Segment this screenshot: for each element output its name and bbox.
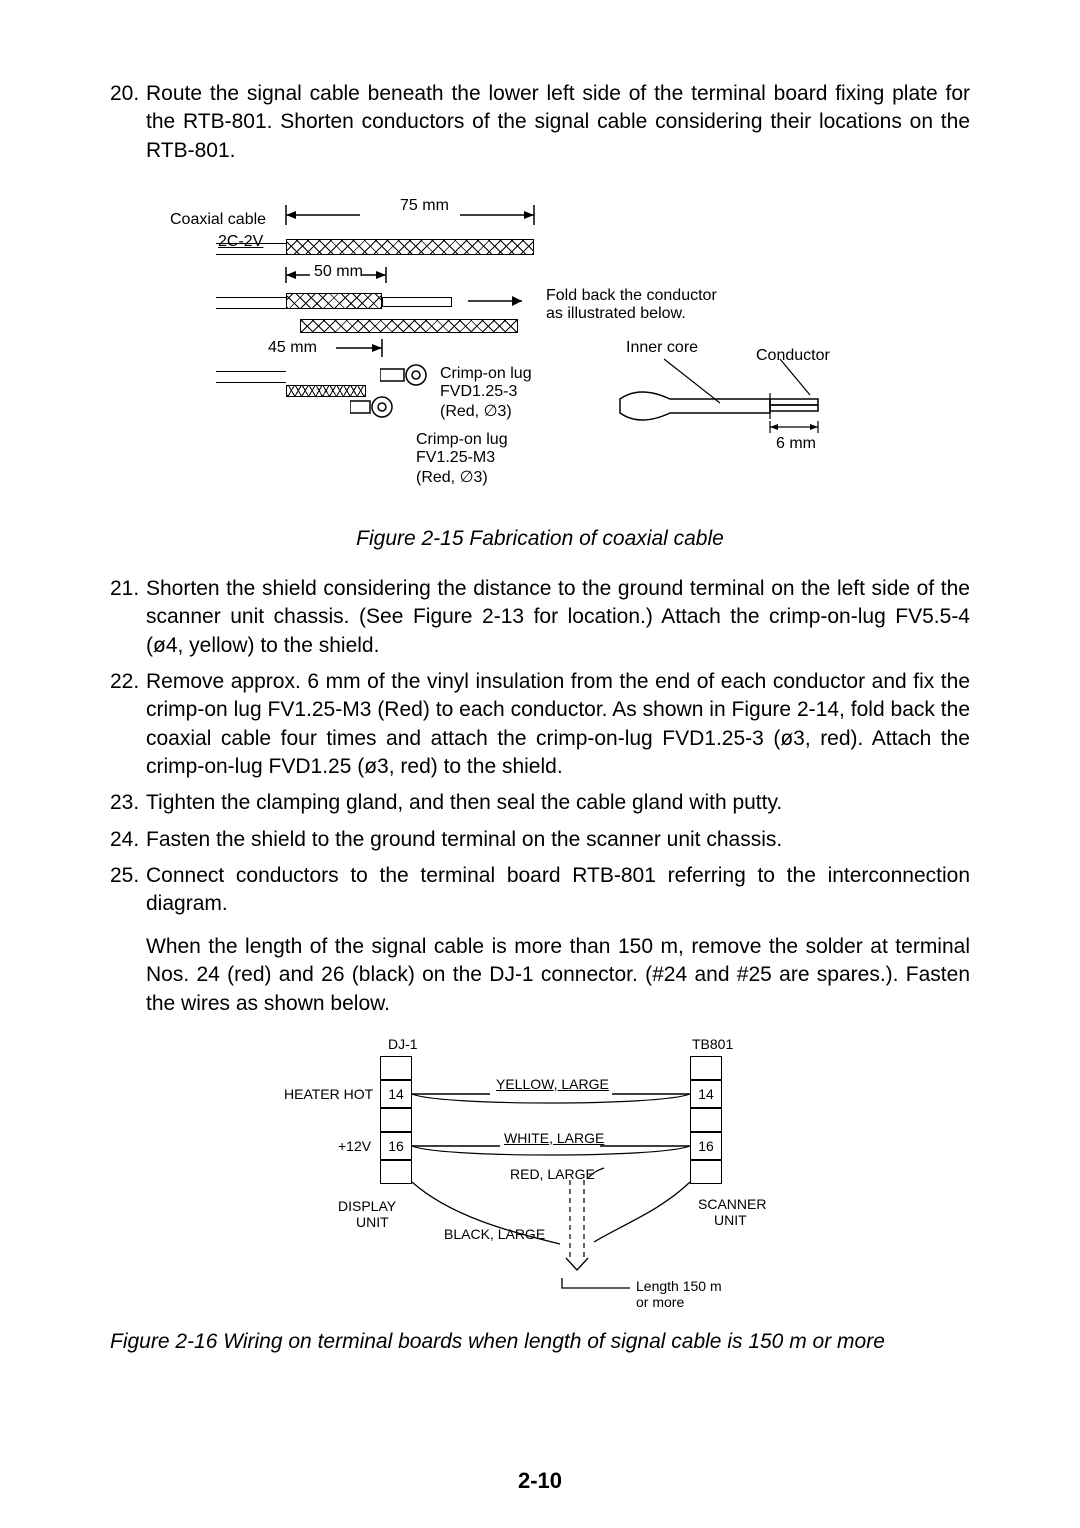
dimension-arrow-icon <box>280 267 420 283</box>
list-item-22: 22. Remove approx. 6 mm of the vinyl ins… <box>110 668 970 781</box>
list-item-20: 20. Route the signal cable beneath the l… <box>110 80 970 165</box>
cable-inner-icon <box>382 297 452 307</box>
list-number: 24. <box>110 826 146 854</box>
crimp-lug-ring-icon <box>350 395 400 419</box>
figure-2-16-caption: Figure 2-16 Wiring on terminal boards wh… <box>110 1330 970 1354</box>
cable-jacket-icon <box>216 371 286 383</box>
list-text: Connect conductors to the terminal board… <box>146 862 970 919</box>
label-length-1: Length 150 m <box>636 1278 722 1294</box>
crimp-lug-ring-icon <box>380 363 430 387</box>
list-text: Remove approx. 6 mm of the vinyl insulat… <box>146 668 970 781</box>
label-6mm: 6 mm <box>776 435 816 453</box>
label-coaxial-cable: Coaxial cable <box>170 211 266 229</box>
label-fold-back-2: as illustrated below. <box>546 305 686 323</box>
conductor-detail-icon <box>610 355 870 435</box>
list-number: 21. <box>110 575 146 660</box>
page-number: 2-10 <box>0 1468 1080 1494</box>
figure-2-15-caption: Figure 2-15 Fabrication of coaxial cable <box>110 527 970 551</box>
label-45mm: 45 mm <box>268 339 317 357</box>
label-crimp1a: Crimp-on lug <box>440 365 532 383</box>
list-number: 23. <box>110 789 146 817</box>
label-fold-back-1: Fold back the conductor <box>546 287 717 305</box>
dimension-arrow-icon <box>280 205 540 225</box>
cable-shield-crosshatch-icon <box>286 293 382 309</box>
list-number: 25. <box>110 862 146 919</box>
cable-jacket-icon <box>216 297 286 309</box>
arrow-right-icon <box>468 293 538 309</box>
label-crimp2a: Crimp-on lug <box>416 431 508 449</box>
list-text: Route the signal cable beneath the lower… <box>146 80 970 165</box>
label-length-2: or more <box>636 1294 684 1310</box>
list-text: Shorten the shield considering the dista… <box>146 575 970 660</box>
figure-2-16: DJ-1 TB801 14 16 14 16 HEATER HOT +12V D… <box>260 1036 820 1316</box>
label-crimp1c: (Red, ∅3) <box>440 401 512 421</box>
cable-folded-shield-icon <box>300 319 518 333</box>
wiring-diagram-icon <box>260 1036 820 1316</box>
figure-2-15: Coaxial cable 75 mm 2C-2V 50 mm Fold bac… <box>170 195 910 515</box>
list-item-24: 24. Fasten the shield to the ground term… <box>110 826 970 854</box>
cable-jacket-icon <box>216 243 286 255</box>
list-item-23: 23. Tighten the clamping gland, and then… <box>110 789 970 817</box>
label-crimp1b: FVD1.25-3 <box>440 383 517 401</box>
cable-shield-crosshatch-icon <box>286 239 534 255</box>
list-number: 22. <box>110 668 146 781</box>
label-crimp2b: FV1.25-M3 <box>416 449 495 467</box>
list-number: 20. <box>110 80 146 165</box>
paragraph-extra: When the length of the signal cable is m… <box>146 933 970 1018</box>
list-item-21: 21. Shorten the shield considering the d… <box>110 575 970 660</box>
label-crimp2c: (Red, ∅3) <box>416 467 488 487</box>
list-item-25: 25. Connect conductors to the terminal b… <box>110 862 970 919</box>
dimension-arrow-icon <box>326 339 396 357</box>
list-text: Tighten the clamping gland, and then sea… <box>146 789 970 817</box>
list-text: Fasten the shield to the ground terminal… <box>146 826 970 854</box>
